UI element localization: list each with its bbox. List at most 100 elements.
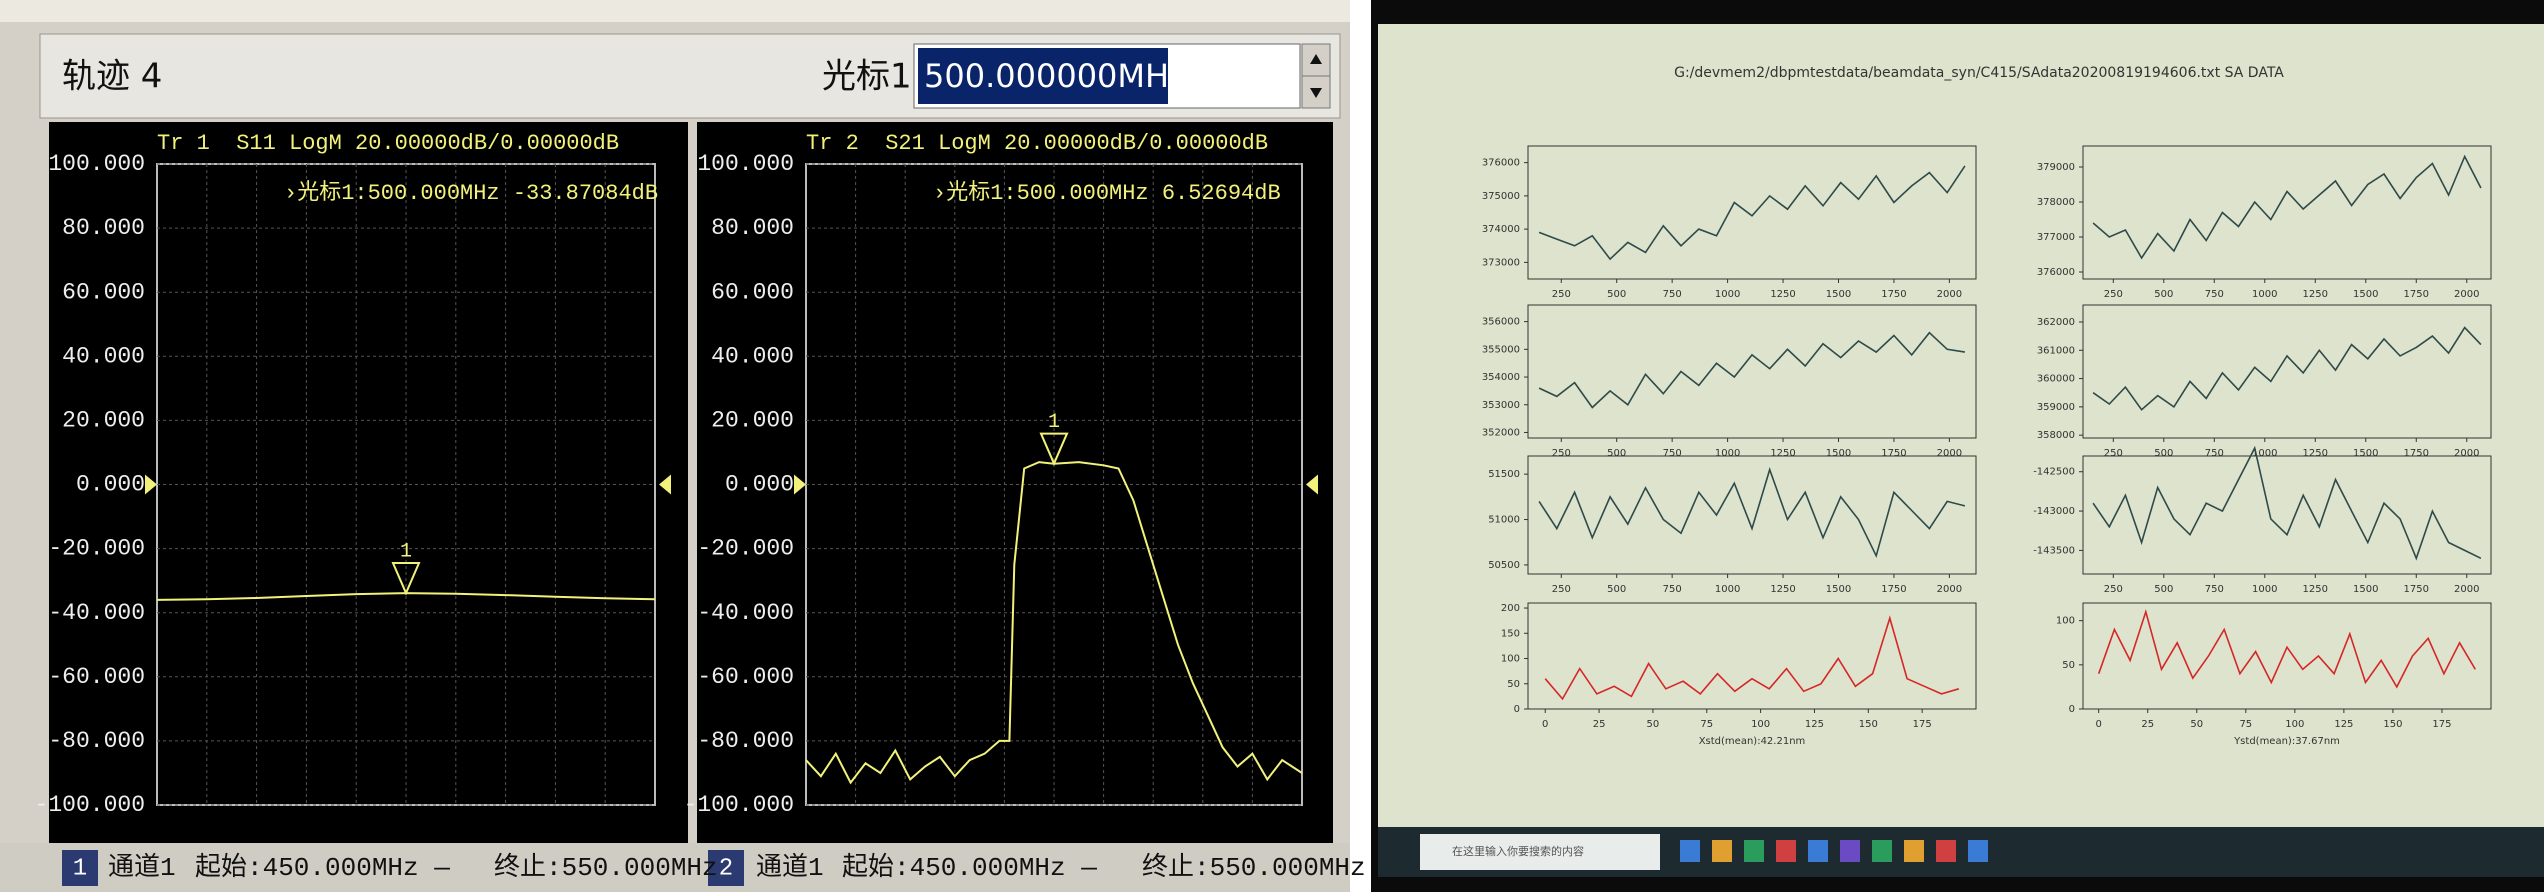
y-tick-label: 352000 — [1482, 427, 1520, 438]
trace-header: Tr 2 S21 LogM 20.00000dB/0.00000dB — [806, 131, 1268, 156]
reference-arrow — [659, 474, 671, 495]
data-line — [2097, 608, 2476, 689]
status-index: 1 — [73, 855, 87, 882]
y-tick-label: 378000 — [2037, 197, 2075, 208]
axes-frame — [2082, 304, 2492, 439]
y-tick-label: 50500 — [1488, 560, 1520, 571]
y-tick-label: 51000 — [1488, 515, 1520, 526]
x-tick-label: 1750 — [1881, 584, 1906, 595]
axes-frame — [2082, 602, 2492, 710]
monitor-screen — [1378, 24, 2544, 827]
data-line — [1544, 615, 1960, 701]
x-tick-label: 500 — [1607, 448, 1626, 459]
x-tick-label: 25 — [1593, 719, 1606, 730]
x-tick-label: 1000 — [1715, 584, 1740, 595]
x-tick-label: 250 — [2104, 448, 2123, 459]
x-tick-label: 1750 — [1881, 289, 1906, 300]
y-tick-label: 100.000 — [697, 151, 794, 177]
y-tick-label: 60.000 — [62, 279, 145, 305]
y-tick-label: 100.000 — [48, 151, 145, 177]
marker-readout: ›光标1:500.000MHz 6.52694dB — [933, 180, 1281, 206]
trace-label: 轨迹 4 — [62, 57, 162, 97]
y-tick-label: 80.000 — [711, 215, 794, 241]
x-tick-label: 100 — [1751, 719, 1770, 730]
x-tick-label: 1250 — [2303, 448, 2328, 459]
x-tick-label: 1250 — [1770, 584, 1795, 595]
y-tick-label: 20.000 — [62, 407, 145, 433]
figure-title: G:/devmem2/dbpmtestdata/beamdata_syn/C41… — [1674, 65, 2284, 81]
x-tick-label: 100 — [2285, 719, 2304, 730]
status-index: 2 — [719, 855, 733, 882]
marker-label: 光标1 — [822, 57, 912, 97]
y-tick-label: -143000 — [2033, 506, 2075, 517]
y-tick-label: 353000 — [1482, 400, 1520, 411]
x-tick-label: 50 — [2190, 719, 2203, 730]
x-tick-label: 1500 — [2353, 584, 2378, 595]
x-tick-label: 750 — [1663, 448, 1682, 459]
y-tick-label: -142500 — [2033, 467, 2075, 478]
x-tick-label: 150 — [1859, 719, 1878, 730]
axes-frame — [2082, 455, 2492, 575]
y-tick-label: 20.000 — [711, 407, 794, 433]
y-tick-label: -80.000 — [48, 728, 145, 754]
x-tick-label: 1500 — [1826, 584, 1851, 595]
x-tick-label: 1250 — [1770, 448, 1795, 459]
y-tick-label: 354000 — [1482, 372, 1520, 383]
y-tick-label: 0 — [1514, 704, 1520, 715]
x-tick-label: 250 — [1552, 289, 1571, 300]
x-tick-label: 250 — [1552, 584, 1571, 595]
x-tick-label: 750 — [1663, 289, 1682, 300]
y-tick-label: -60.000 — [48, 664, 145, 690]
y-tick-label: 0.000 — [725, 472, 794, 498]
status-channel: 通道1 — [108, 852, 176, 883]
x-tick-label: 1500 — [1826, 448, 1851, 459]
data-line — [2092, 154, 2482, 260]
x-tick-label: 250 — [2104, 584, 2123, 595]
search-box[interactable] — [1420, 834, 1660, 870]
x-tick-label: 1250 — [1770, 289, 1795, 300]
x-tick-label: 2000 — [1937, 289, 1962, 300]
x-tick-label: 1500 — [1826, 289, 1851, 300]
x-tick-label: 175 — [1913, 719, 1932, 730]
axes-frame — [1527, 602, 1977, 710]
data-line — [2092, 445, 2482, 561]
reference-arrow — [1306, 474, 1318, 495]
x-tick-label: 1750 — [2404, 584, 2429, 595]
y-tick-label: 373000 — [1482, 257, 1520, 268]
taskbar-icons — [1680, 840, 1988, 862]
y-tick-label: -100.000 — [684, 792, 794, 818]
x-tick-label: 500 — [2154, 289, 2173, 300]
y-tick-label: 60.000 — [711, 279, 794, 305]
x-tick-label: 1250 — [2303, 584, 2328, 595]
y-tick-label: -60.000 — [697, 664, 794, 690]
marker-readout: ›光标1:500.000MHz -33.87084dB — [284, 180, 658, 206]
x-tick-label: 250 — [2104, 289, 2123, 300]
x-tick-label: 1000 — [2252, 289, 2277, 300]
selection — [918, 48, 1168, 104]
x-tick-label: 1500 — [2353, 448, 2378, 459]
channel-badge — [708, 850, 744, 886]
x-tick-label: 150 — [2383, 719, 2402, 730]
x-tick-label: 2000 — [1937, 584, 1962, 595]
y-tick-label: 359000 — [2037, 402, 2075, 413]
x-tick-label: 75 — [1700, 719, 1713, 730]
x-tick-label: 750 — [2205, 289, 2224, 300]
y-tick-label: -40.000 — [48, 600, 145, 626]
y-tick-label: -143500 — [2033, 545, 2075, 556]
y-tick-label: 376000 — [1482, 158, 1520, 169]
y-tick-label: 51500 — [1488, 469, 1520, 480]
x-tick-label: 500 — [1607, 584, 1626, 595]
search-placeholder[interactable]: 在这里输入你要搜索的内容 — [1452, 844, 1584, 858]
y-tick-label: 377000 — [2037, 232, 2075, 243]
y-tick-label: 356000 — [1482, 317, 1520, 328]
y-tick-label: 40.000 — [62, 343, 145, 369]
channel-badge — [62, 850, 98, 886]
x-tick-label: 500 — [1607, 289, 1626, 300]
axes-frame — [1527, 304, 1977, 439]
status-stop: 终止:550.000MHz — [494, 852, 718, 883]
marker-value[interactable]: 500.000000MHz — [924, 57, 1186, 95]
status-stop: 终止:550.000MHz — [1142, 852, 1366, 883]
x-tick-label: 1000 — [1715, 289, 1740, 300]
x-tick-label: 0 — [1542, 719, 1548, 730]
reference-arrow — [145, 474, 157, 495]
